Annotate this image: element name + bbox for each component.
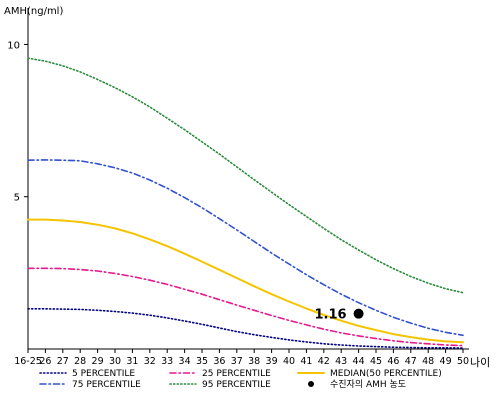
patient-marker: 1.16 [315, 308, 364, 323]
legend-label: 75 PERCENTILE [72, 380, 141, 390]
x-tick-label: 37 [231, 356, 243, 367]
legend-label: MEDIAN(50 PERCENTILE) [330, 369, 442, 379]
legend: 5 PERCENTILE 25 PERCENTILE MEDIAN(50 PERCE… [39, 369, 442, 390]
series-line [27, 218, 464, 344]
legend-label: 95 PERCENTILE [202, 380, 271, 390]
y-tick-label: 10 [7, 40, 20, 51]
legend-label: 5 PERCENTILE [72, 369, 135, 379]
axes [27, 8, 469, 350]
x-tick-label: 34 [179, 356, 191, 367]
x-axis-label: 나이 [470, 356, 490, 369]
legend-marker-swatch [308, 381, 314, 387]
y-axis-label: AMH(ng/ml) [4, 6, 63, 17]
x-tick-label: 46 [387, 356, 399, 367]
x-tick-label: 30 [109, 356, 121, 367]
x-tick-label: 26 [39, 356, 51, 367]
y-tick-label: 5 [14, 193, 20, 204]
x-tick-label: 36 [213, 356, 225, 367]
series-lines [27, 57, 464, 349]
x-tick-label: 33 [161, 356, 173, 367]
x-tick-label: 27 [57, 356, 69, 367]
x-tick-label: 48 [422, 356, 434, 367]
x-tick-label: 38 [248, 356, 260, 367]
x-tick-label: 40 [283, 356, 295, 367]
series-line [27, 307, 464, 349]
series-line [27, 57, 464, 294]
legend-marker-label: 수진자의 AMH 농도 [330, 379, 406, 390]
patient-marker-point [353, 308, 364, 319]
x-tick-label: 28 [74, 356, 86, 367]
x-tick-label: 29 [92, 356, 104, 367]
series-line [27, 159, 464, 337]
x-tick-label: 41 [300, 356, 312, 367]
x-tick-label: 35 [196, 356, 208, 367]
series-line [27, 267, 464, 347]
x-tick-label: 16-25 [14, 356, 42, 367]
x-tick-label: 39 [266, 356, 278, 367]
x-tick-label: 50 [457, 356, 469, 367]
x-tick-label: 47 [405, 356, 417, 367]
legend-label: 25 PERCENTILE [202, 369, 271, 379]
patient-marker-label: 1.16 [315, 308, 347, 323]
x-tick-label: 31 [126, 356, 138, 367]
x-tick-label: 43 [335, 356, 347, 367]
x-tick-label: 42 [318, 356, 330, 367]
x-tick-label: 44 [353, 356, 365, 367]
y-ticks: 5 10 [7, 40, 28, 204]
x-tick-label: 49 [440, 356, 452, 367]
x-tick-label: 45 [370, 356, 382, 367]
x-tick-label: 32 [144, 356, 156, 367]
